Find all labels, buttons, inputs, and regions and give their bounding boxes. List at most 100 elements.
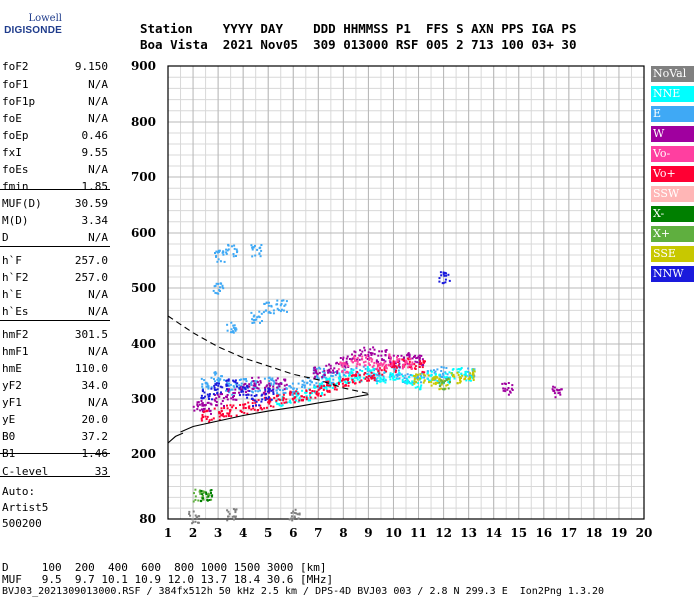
echo-point bbox=[208, 407, 210, 410]
logo-line2: DIGISONDE bbox=[4, 25, 62, 36]
echo-point bbox=[430, 381, 433, 384]
x-tick-label: 20 bbox=[636, 526, 653, 540]
echo-point bbox=[394, 362, 397, 365]
echo-point bbox=[417, 377, 420, 379]
echo-point bbox=[251, 322, 254, 324]
echo-point bbox=[440, 387, 443, 390]
param-name: M(D) bbox=[2, 214, 29, 227]
echo-point bbox=[338, 383, 340, 386]
echo-point bbox=[510, 387, 513, 390]
echo-point bbox=[226, 412, 229, 415]
param-name: yF1 bbox=[2, 396, 22, 409]
echo-point bbox=[246, 386, 249, 389]
x-tick-label: 12 bbox=[435, 526, 452, 540]
echo-point bbox=[192, 521, 195, 524]
echo-point bbox=[210, 418, 213, 421]
echo-point bbox=[393, 362, 395, 364]
echo-point bbox=[210, 376, 213, 379]
echo-point bbox=[356, 357, 359, 360]
param-value: N/A bbox=[88, 95, 108, 108]
echo-point bbox=[245, 394, 248, 396]
echo-point bbox=[312, 372, 315, 375]
echo-point bbox=[416, 373, 419, 376]
echo-point bbox=[226, 388, 228, 391]
echo-point bbox=[359, 379, 361, 382]
echo-point bbox=[408, 363, 411, 366]
echo-point bbox=[469, 372, 472, 375]
echo-point bbox=[457, 371, 460, 374]
legend-item-noval: NoVal bbox=[651, 66, 694, 82]
echo-point bbox=[233, 244, 236, 247]
echo-point bbox=[467, 367, 470, 370]
param-row: MUF(D) 30.59 bbox=[2, 197, 108, 214]
echo-point bbox=[444, 281, 447, 284]
echo-point bbox=[329, 367, 332, 370]
echo-point bbox=[281, 398, 283, 401]
echo-point bbox=[370, 353, 373, 356]
x-tick-label: 1 bbox=[164, 526, 172, 540]
echo-point bbox=[355, 367, 358, 370]
echo-point bbox=[255, 386, 257, 389]
echo-point bbox=[472, 379, 475, 381]
echo-point bbox=[381, 363, 384, 366]
echo-point bbox=[511, 384, 514, 387]
echo-point bbox=[406, 378, 409, 381]
echo-point bbox=[553, 392, 556, 395]
echo-point bbox=[238, 379, 241, 381]
echo-point bbox=[234, 327, 237, 330]
echo-point bbox=[303, 396, 306, 399]
echo-point bbox=[210, 403, 213, 406]
echo-point bbox=[344, 375, 347, 378]
echo-point bbox=[361, 355, 364, 358]
echo-point bbox=[353, 358, 356, 360]
echo-point bbox=[358, 374, 361, 377]
echo-point bbox=[506, 388, 509, 391]
echo-point bbox=[459, 377, 462, 380]
echo-point bbox=[215, 250, 218, 253]
echo-point bbox=[253, 395, 256, 397]
echo-point bbox=[359, 369, 362, 372]
echo-point bbox=[388, 363, 390, 366]
echo-point bbox=[382, 378, 385, 381]
echo-point bbox=[371, 377, 374, 380]
echo-point bbox=[262, 311, 265, 314]
echo-point bbox=[276, 377, 279, 380]
echo-point bbox=[275, 379, 278, 382]
echo-point bbox=[422, 360, 425, 363]
echo-point bbox=[316, 375, 318, 378]
echo-point bbox=[227, 248, 230, 251]
echo-point bbox=[298, 399, 301, 402]
echo-point bbox=[406, 373, 409, 376]
echo-point bbox=[446, 383, 449, 386]
echo-point bbox=[244, 382, 247, 385]
echo-point bbox=[313, 386, 316, 389]
param-name: h`F2 bbox=[2, 271, 29, 284]
echo-point bbox=[289, 393, 292, 396]
echo-point bbox=[228, 382, 230, 385]
echo-point bbox=[220, 407, 223, 410]
echo-point bbox=[341, 379, 343, 382]
echo-point bbox=[384, 354, 387, 357]
echo-point bbox=[327, 384, 330, 387]
echo-point bbox=[205, 491, 208, 494]
echo-point bbox=[321, 382, 323, 385]
echo-point bbox=[346, 380, 349, 383]
echo-point bbox=[445, 379, 448, 381]
echo-point bbox=[414, 360, 417, 363]
echo-point bbox=[401, 378, 404, 381]
echo-point bbox=[289, 385, 292, 388]
echo-point bbox=[341, 382, 344, 385]
echo-point bbox=[409, 365, 412, 368]
echo-point bbox=[313, 390, 316, 393]
echo-point bbox=[329, 364, 332, 367]
echo-point bbox=[315, 382, 318, 385]
echo-point bbox=[375, 380, 378, 382]
param-name: B0 bbox=[2, 430, 16, 443]
echo-point bbox=[201, 387, 204, 390]
echo-point bbox=[353, 355, 356, 358]
echo-point bbox=[291, 391, 294, 394]
echo-point bbox=[268, 376, 271, 379]
x-tick-label: 13 bbox=[460, 526, 477, 540]
echo-point bbox=[215, 292, 218, 295]
echo-point bbox=[333, 388, 336, 391]
